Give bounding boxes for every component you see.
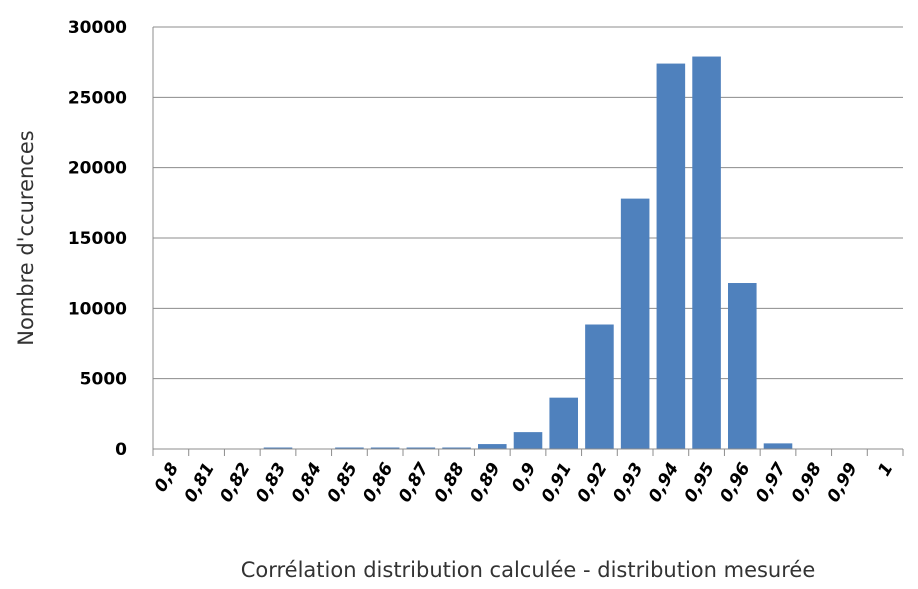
x-tick-label: 0,93 (609, 460, 647, 506)
y-tick-label: 15000 (68, 229, 127, 249)
x-tick-label: 0,8 (151, 459, 183, 495)
bar (728, 283, 757, 449)
x-tick-label: 0,85 (323, 460, 361, 506)
bar (442, 447, 471, 449)
bars (263, 56, 793, 449)
x-tick-label: 0,86 (359, 459, 397, 505)
y-tick-label: 25000 (68, 88, 127, 108)
y-tick-label: 10000 (68, 299, 127, 319)
bar (763, 443, 793, 449)
x-tick-label: 0,96 (716, 459, 754, 505)
bar (335, 447, 364, 449)
x-axis: 0,80,810,820,830,840,850,860,870,880,89 0… (151, 448, 904, 506)
y-tick-label: 0 (115, 440, 127, 460)
x-tick-label: 0,9 (508, 459, 540, 495)
x-tick-label: 0,91 (538, 460, 576, 506)
bar (656, 63, 686, 449)
bar (478, 444, 507, 449)
bar (406, 447, 436, 449)
x-tick-label: 0,99 (823, 459, 861, 505)
bar (549, 397, 578, 449)
gridlines (153, 26, 903, 380)
x-tick-label: 0,83 (252, 460, 290, 506)
y-tick-label: 30000 (68, 18, 127, 38)
x-tick-label: 0,84 (288, 460, 326, 506)
x-tick-label: 0,92 (573, 460, 611, 506)
bar (585, 324, 614, 449)
y-axis: 0 5000 10000 15000 20000 25000 30000 (68, 18, 154, 460)
x-axis-title: Corrélation distribution calculée - dist… (241, 558, 816, 582)
x-tick-label: 0,89 (466, 459, 504, 505)
bar (513, 432, 543, 449)
x-tick-label: 1 (874, 460, 897, 480)
y-axis-title: Nombre d'ccurences (14, 130, 38, 345)
y-tick-label: 5000 (80, 370, 127, 390)
x-tick-label: 0,88 (431, 459, 469, 505)
bar (620, 198, 650, 449)
bar (263, 447, 293, 449)
x-tick-label: 0,97 (752, 459, 790, 505)
y-tick-label: 20000 (68, 159, 127, 179)
x-tick-label: 0,98 (788, 459, 826, 505)
bar (370, 447, 400, 449)
x-tick-label: 0,94 (645, 460, 683, 506)
x-tick-label: 0,81 (181, 460, 219, 506)
x-tick-label: 0,82 (216, 460, 254, 506)
bar (692, 56, 721, 449)
x-tick-label: 0,95 (681, 460, 719, 506)
x-tick-label: 0,87 (395, 459, 433, 505)
